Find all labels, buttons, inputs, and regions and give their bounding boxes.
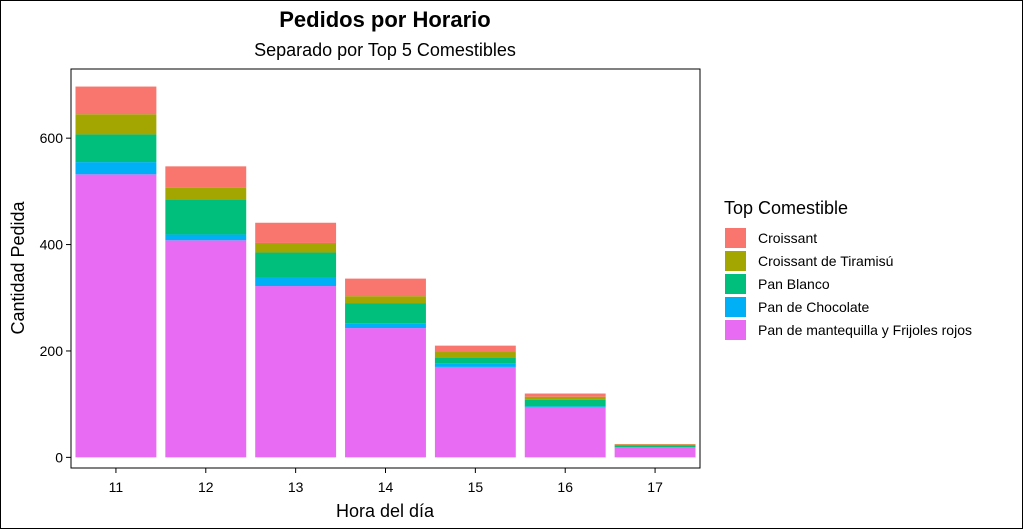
bar-segment-17-s0 [614, 447, 696, 458]
legend-label: Pan Blanco [758, 276, 830, 292]
bar-segment-12-s3 [165, 187, 247, 200]
bar-segment-12-s0 [165, 240, 247, 458]
legend-key [725, 251, 746, 271]
bar-segment-16-s0 [524, 407, 606, 458]
legend-key [725, 274, 746, 294]
chart-title: Pedidos por Horario [279, 7, 490, 32]
bar-segment-14-s3 [345, 296, 426, 304]
bar-segment-15-s4 [434, 345, 516, 353]
bar-segment-12-s2 [165, 199, 247, 235]
y-tick-label: 600 [40, 130, 64, 146]
x-tick-label: 16 [557, 479, 573, 495]
x-tick-label: 15 [468, 479, 484, 495]
legend-items: Croissant Croissant de Tiramisú Pan Blanco… [725, 228, 972, 340]
bar-segment-15-s3 [434, 352, 516, 358]
x-tick-label: 11 [109, 479, 124, 495]
legend-title: Top Comestible [724, 198, 848, 218]
bar-segment-13-s4 [255, 222, 337, 243]
legend-key [725, 228, 746, 248]
bars-layer [75, 86, 696, 458]
y-tick-label: 400 [40, 237, 64, 253]
y-tick-label: 200 [40, 343, 64, 359]
y-axis: 0 200 400 600 [40, 130, 71, 465]
chart-subtitle: Separado por Top 5 Comestibles [254, 40, 516, 60]
legend-label: Pan de mantequilla y Frijoles rojos [758, 322, 972, 338]
bar-segment-14-s2 [345, 303, 426, 324]
bar-segment-13-s2 [255, 252, 337, 278]
legend-label: Pan de Chocolate [758, 299, 870, 315]
bar-segment-17-s2 [614, 445, 696, 448]
bar-segment-12-s4 [165, 166, 247, 188]
bar-segment-16-s1 [524, 406, 606, 408]
bar-segment-11-s0 [75, 174, 157, 458]
y-tick-label: 0 [55, 449, 63, 465]
bar-segment-13-s1 [255, 277, 337, 287]
x-tick-label: 14 [378, 479, 394, 495]
bar-segment-13-s0 [255, 286, 337, 458]
bar-segment-14-s1 [345, 323, 426, 329]
y-axis-title: Cantidad Pedida [8, 200, 28, 334]
x-tick-label: 17 [647, 479, 663, 495]
bar-segment-15-s0 [434, 366, 516, 458]
bar-segment-15-s2 [434, 357, 516, 364]
bar-segment-17-s4 [614, 444, 696, 445]
bar-segment-14-s0 [345, 328, 426, 458]
legend-key [725, 297, 746, 317]
x-axis-title: Hora del día [336, 501, 435, 521]
bar-segment-16-s4 [524, 393, 606, 397]
x-axis: 11 12 13 14 15 16 17 [109, 468, 663, 495]
bar-segment-12-s1 [165, 234, 247, 241]
bar-segment-11-s2 [75, 134, 157, 163]
legend-key [725, 320, 746, 340]
bar-segment-11-s1 [75, 162, 157, 175]
bar-segment-11-s3 [75, 114, 157, 135]
x-tick-label: 13 [288, 479, 304, 495]
x-tick-label: 12 [198, 479, 214, 495]
bar-segment-11-s4 [75, 86, 157, 115]
bar-segment-16-s2 [524, 399, 606, 407]
bar-segment-17-s3 [614, 444, 696, 446]
bar-segment-14-s4 [345, 278, 426, 297]
bar-segment-17-s1 [614, 447, 696, 448]
bar-segment-15-s1 [434, 363, 516, 367]
legend-label: Croissant [758, 230, 817, 246]
bar-segment-16-s3 [524, 396, 606, 400]
bar-segment-13-s3 [255, 242, 337, 253]
legend: Top Comestible Croissant Croissant de Tir… [724, 198, 972, 340]
legend-label: Croissant de Tiramisú [758, 253, 893, 269]
